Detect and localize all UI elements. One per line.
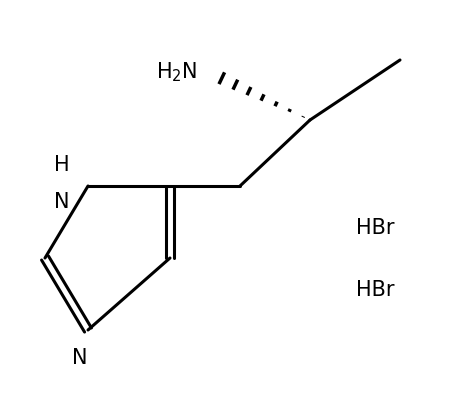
- Text: HBr: HBr: [356, 218, 394, 238]
- Text: H$_2$N: H$_2$N: [156, 60, 197, 84]
- Text: N: N: [72, 348, 88, 368]
- Text: HBr: HBr: [356, 280, 394, 300]
- Text: N: N: [54, 192, 70, 212]
- Text: H: H: [54, 155, 70, 175]
